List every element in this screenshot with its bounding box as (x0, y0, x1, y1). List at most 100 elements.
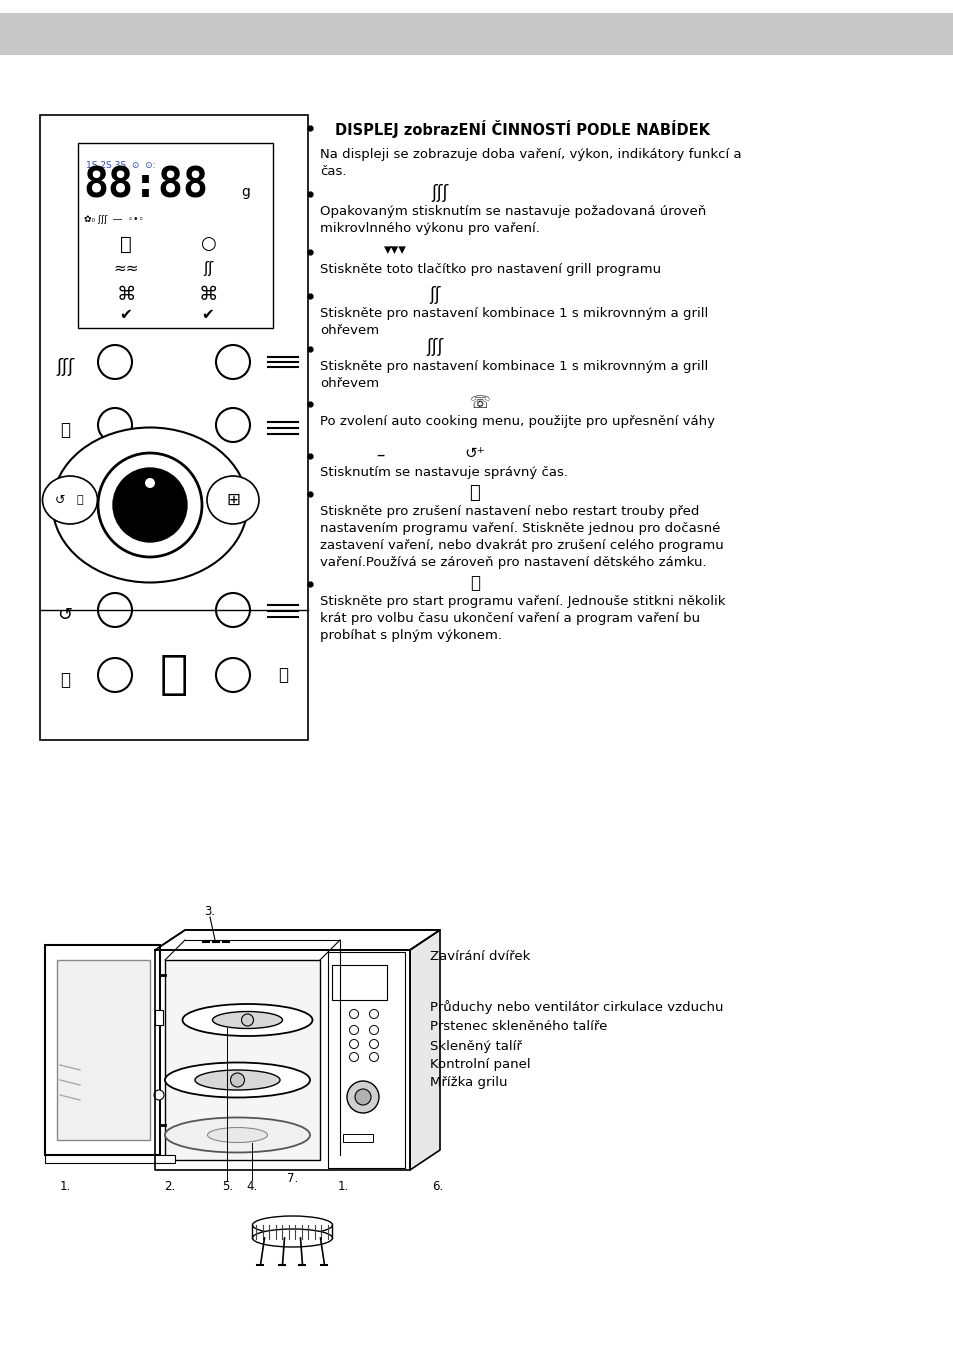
Text: 1S 2S 3S  ⊙  ⊙:: 1S 2S 3S ⊙ ⊙: (86, 161, 155, 171)
Ellipse shape (207, 477, 258, 524)
Text: Skleněný talíř: Skleněný talíř (430, 1040, 521, 1053)
Text: zastavení vaření, nebo dvakrát pro zrušení celého programu: zastavení vaření, nebo dvakrát pro zruše… (319, 539, 723, 552)
Ellipse shape (194, 1070, 280, 1090)
Bar (332, 965, 387, 1001)
Text: krát pro volbu času ukončení vaření a program vaření bu: krát pro volbu času ukončení vaření a pr… (319, 612, 700, 626)
Bar (0, 14, 953, 56)
Text: ⧃: ⧃ (277, 666, 288, 684)
Text: ohřevem: ohřevem (319, 324, 378, 337)
Polygon shape (410, 930, 439, 1170)
Text: Kontrolní panel: Kontrolní panel (430, 1057, 530, 1071)
Text: ⏻: ⏻ (60, 672, 70, 689)
Circle shape (369, 1040, 378, 1048)
Text: ʃʃ: ʃʃ (429, 286, 440, 305)
Text: Opakovaným stisknutím se nastavuje požadovaná úroveň: Opakovaným stisknutím se nastavuje požad… (319, 204, 705, 218)
Text: 2.: 2. (164, 1179, 175, 1193)
Circle shape (215, 593, 250, 627)
Circle shape (112, 468, 187, 542)
Text: 3.: 3. (204, 904, 215, 918)
Text: mikrovlnného výkonu pro vaření.: mikrovlnného výkonu pro vaření. (319, 222, 539, 236)
Text: vaření.Používá se zároveň pro nastavení dětského zámku.: vaření.Používá se zároveň pro nastavení … (319, 556, 706, 569)
Text: ✿₀ ʃʃʃ  ―  ◦•◦: ✿₀ ʃʃʃ ― ◦•◦ (84, 215, 144, 223)
Circle shape (231, 1072, 244, 1087)
Text: Stiskněte pro nastavení kombinace 1 s mikrovnným a grill: Stiskněte pro nastavení kombinace 1 s mi… (319, 307, 707, 320)
Text: ⧃: ⧃ (469, 483, 480, 502)
Text: 4.: 4. (247, 1179, 258, 1193)
Text: –: – (375, 445, 384, 464)
Text: ↺⁺: ↺⁺ (464, 445, 485, 460)
Bar (165, 960, 319, 1160)
Text: ʃʃʃ: ʃʃʃ (56, 357, 74, 376)
Bar (343, 1135, 373, 1141)
Text: Zavírání dvířek: Zavírání dvířek (430, 951, 530, 963)
Circle shape (347, 1080, 378, 1113)
Text: nastavením programu vaření. Stiskněte jednou pro dočasné: nastavením programu vaření. Stiskněte je… (319, 523, 720, 535)
Text: 👋: 👋 (160, 653, 188, 697)
Text: 88:88: 88:88 (83, 165, 208, 207)
Text: čas.: čas. (319, 165, 346, 177)
Text: DISPLEJ zobrazENÍ ČINNOSTÍ PODLE NABÍDEK: DISPLEJ zobrazENÍ ČINNOSTÍ PODLE NABÍDEK (335, 121, 709, 138)
Text: Průduchy nebo ventilátor cirkulace vzduchu: Průduchy nebo ventilátor cirkulace vzduc… (430, 1001, 722, 1014)
Ellipse shape (165, 1117, 310, 1152)
Text: Mřížka grilu: Mřížka grilu (430, 1076, 507, 1089)
Text: ⧗: ⧗ (76, 496, 83, 505)
Text: 1.: 1. (59, 1179, 71, 1193)
Text: ⌘: ⌘ (116, 284, 135, 305)
Text: probíhat s plným výkonem.: probíhat s plným výkonem. (319, 630, 501, 642)
Text: ⏻: ⏻ (470, 574, 479, 592)
Circle shape (215, 408, 250, 441)
Text: ʃʃ: ʃʃ (203, 261, 213, 276)
Bar (45, 945, 160, 1155)
Circle shape (369, 1052, 378, 1062)
Circle shape (153, 1090, 164, 1099)
Circle shape (98, 408, 132, 441)
Ellipse shape (43, 477, 97, 524)
Circle shape (98, 454, 202, 556)
Circle shape (349, 1025, 358, 1034)
Text: Stisknutím se nastavuje správný čas.: Stisknutím se nastavuje správný čas. (319, 466, 567, 479)
Circle shape (241, 1014, 253, 1026)
Text: 7.: 7. (287, 1173, 297, 1185)
Ellipse shape (182, 1005, 313, 1036)
Circle shape (98, 345, 132, 379)
Polygon shape (154, 951, 410, 1170)
Text: ⌘: ⌘ (198, 284, 217, 305)
Bar (40, 115, 308, 741)
Bar (78, 144, 273, 328)
Ellipse shape (52, 428, 247, 582)
Circle shape (349, 1052, 358, 1062)
Text: ✔: ✔ (119, 307, 132, 322)
Text: ⊞: ⊞ (226, 492, 240, 509)
Circle shape (98, 593, 132, 627)
Circle shape (349, 1010, 358, 1018)
Text: ☏: ☏ (469, 394, 490, 412)
Text: Stiskněte toto tlačítko pro nastavení grill programu: Stiskněte toto tlačítko pro nastavení gr… (319, 263, 660, 276)
Bar (57, 960, 150, 1140)
Text: Prstenec skleněného talíře: Prstenec skleněného talíře (430, 1020, 607, 1033)
Text: ○: ○ (200, 236, 215, 253)
Ellipse shape (165, 1063, 310, 1098)
Text: Stiskněte pro zrušení nastavení nebo restart trouby před: Stiskněte pro zrušení nastavení nebo res… (319, 505, 699, 519)
Text: ʃʃʃ: ʃʃʃ (431, 184, 448, 202)
Bar (328, 952, 405, 1169)
Text: g: g (241, 185, 250, 199)
Text: Stiskněte pro nastavení kombinace 1 s mikrovnným a grill: Stiskněte pro nastavení kombinace 1 s mi… (319, 360, 707, 372)
Bar (45, 1155, 174, 1163)
Text: ʃʃʃ: ʃʃʃ (426, 338, 443, 356)
Text: Stiskněte pro start programu vaření. Jednouše stitkni několik: Stiskněte pro start programu vaření. Jed… (319, 594, 724, 608)
Text: ⏲: ⏲ (60, 421, 70, 439)
Text: 1.: 1. (337, 1179, 348, 1193)
Text: ↺: ↺ (57, 607, 72, 624)
Ellipse shape (208, 1128, 267, 1143)
Ellipse shape (213, 1011, 282, 1029)
Text: ✔: ✔ (201, 307, 214, 322)
Text: ohřevem: ohřevem (319, 376, 378, 390)
Circle shape (369, 1010, 378, 1018)
Text: 6.: 6. (432, 1179, 443, 1193)
Ellipse shape (253, 1229, 333, 1247)
Circle shape (98, 658, 132, 692)
Text: 5.: 5. (222, 1179, 233, 1193)
Text: ≈≈: ≈≈ (113, 261, 138, 276)
Circle shape (215, 345, 250, 379)
Circle shape (215, 658, 250, 692)
